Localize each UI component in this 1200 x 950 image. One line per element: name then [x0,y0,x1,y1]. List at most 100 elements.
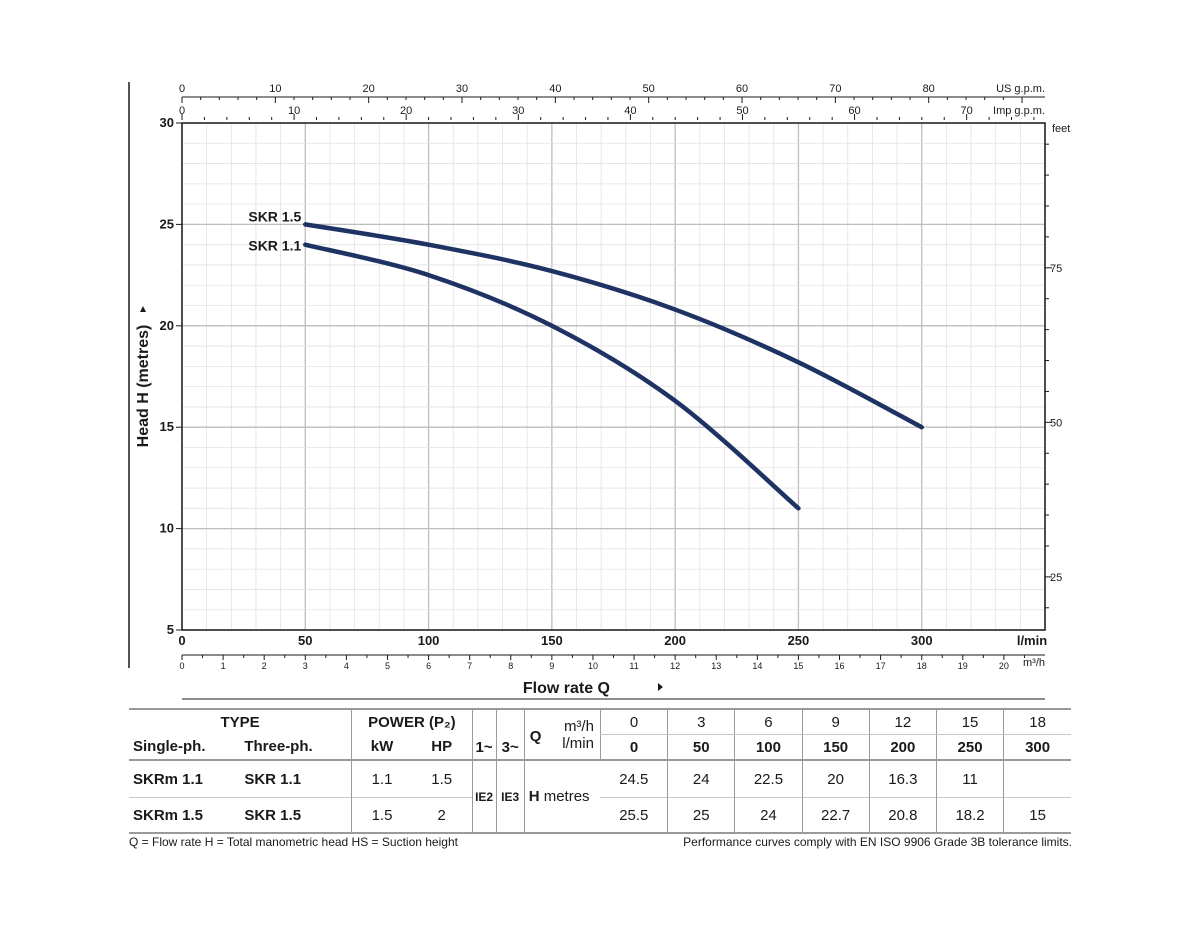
y-tick-label: 20 [160,318,174,333]
x-tick-label: 50 [298,633,312,648]
lmin-unit: l/min [562,734,594,752]
x-axis-label: Flow rate Q [523,680,610,697]
three-ph-header: Three-ph. [244,738,313,756]
row1-single: SKRm 1.1 [133,770,204,788]
m3h-tick-label: 11 [629,661,638,671]
lmin-value: 100 [734,734,803,760]
m3h-value: 18 [1003,709,1071,735]
us-gpm-tick-label: 10 [269,83,281,95]
y-tick-label: 5 [167,622,174,637]
footnote-tolerance: Performance curves comply with EN ISO 99… [683,835,1072,849]
m3h-tick-label: 18 [917,661,927,671]
us-gpm-tick-label: 40 [549,83,561,95]
row1-h: 24 [667,760,735,798]
x-tick-label: 200 [664,633,686,648]
us-gpm-unit-label: US g.p.m. [996,83,1045,95]
imp-gpm-tick-label: 30 [512,105,524,117]
imp-gpm-tick-label: 70 [961,105,973,117]
m3h-tick-label: 3 [303,661,308,671]
phase-3: 3~ [495,709,525,760]
y-tick-label: 10 [160,521,174,536]
row2-three: SKR 1.5 [244,806,302,824]
m3h-value: 9 [801,709,870,735]
m3h-unit-label: m³/h [1023,657,1045,669]
phase-1: 1~ [471,709,497,760]
m3h-tick-label: 5 [385,661,390,671]
m3h-tick-label: 10 [588,661,598,671]
y-tick-label: 25 [160,216,174,231]
imp-gpm-tick-label: 50 [736,105,748,117]
ie2-label: IE2 [471,760,497,833]
m3h-value: 12 [868,709,937,735]
m3h-tick-label: 4 [344,661,349,671]
y-axis-label: Head H (metres) [135,325,152,448]
row2-kw: 1.5 [351,797,412,833]
x-tick-label: 300 [911,633,933,648]
feet-tick-label: 75 [1050,263,1062,275]
type-header: TYPE [220,713,260,731]
chart-grid [181,122,1046,631]
row1-h: 22.5 [734,760,803,798]
y-tick-label: 30 [160,115,174,130]
y-axis-arrow-icon [140,306,146,312]
x-tick-label: 150 [541,633,563,648]
us-gpm-tick-label: 50 [643,83,655,95]
row2-h: 25.5 [619,806,649,824]
ie3-label: IE3 [495,760,525,833]
feet-tick-label: 25 [1050,572,1062,584]
m3h-value: 0 [599,709,668,735]
m3h-tick-label: 1 [221,661,226,671]
series-label: SKR 1.1 [248,238,301,254]
q-header: Q m³/h l/min [523,709,601,760]
feet-unit-label: feet [1052,123,1070,135]
imp-gpm-tick-label: 20 [400,105,412,117]
row1-h [1003,760,1071,798]
row1-kw: 1.1 [351,760,412,798]
performance-table: TYPE POWER (P₂) 1~ 3~ Q m³/h l/min 0 3 6… [129,708,1071,834]
m3h-tick-label: 19 [958,661,968,671]
m3h-tick-label: 15 [793,661,803,671]
m3h-value: 3 [667,709,735,735]
m3h-value: 6 [734,709,803,735]
row2-h: 24 [734,797,803,833]
row1-h: 24.5 [619,770,649,788]
x-unit-label: l/min [1017,633,1047,648]
series-line-skr-1-5 [303,222,924,430]
row2-h: 25 [667,797,735,833]
kw-header: kW [351,734,412,760]
series-label: SKR 1.5 [248,208,301,224]
row1-three: SKR 1.1 [244,770,302,788]
x-tick-label: 250 [788,633,810,648]
lmin-value: 0 [599,734,668,760]
x-tick-label: 100 [418,633,440,648]
m3h-tick-label: 20 [999,661,1009,671]
footnote-legend: Q = Flow rate H = Total manometric head … [129,835,458,849]
m3h-value: 15 [935,709,1004,735]
hp-header: HP [431,738,453,756]
m3h-tick-label: 12 [670,661,680,671]
h-symbol: H [528,788,540,805]
lmin-value: 150 [801,734,870,760]
row2-h: 18.2 [935,797,1004,833]
q-symbol: Q [529,727,542,745]
power-header: POWER (P₂) [351,709,473,735]
row2-h: 15 [1003,797,1071,833]
us-gpm-tick-label: 80 [923,83,935,95]
row1-h: 20 [801,760,870,798]
lmin-value: 200 [868,734,937,760]
imp-gpm-tick-label: 0 [179,105,185,117]
row2-single: SKRm 1.5 [133,806,204,824]
m3h-unit: m³/h [563,717,594,735]
series-line-skr-1-1 [303,242,801,511]
us-gpm-tick-label: 30 [456,83,468,95]
us-gpm-tick-label: 0 [179,83,185,95]
x-tick-label: 0 [178,633,185,648]
imp-gpm-tick-label: 10 [288,105,300,117]
m3h-tick-label: 2 [262,661,267,671]
m3h-tick-label: 7 [467,661,472,671]
row2-h: 22.7 [801,797,870,833]
lmin-value: 250 [935,734,1004,760]
us-gpm-tick-label: 70 [829,83,841,95]
h-unit: metres [543,788,590,805]
us-gpm-tick-label: 60 [736,83,748,95]
